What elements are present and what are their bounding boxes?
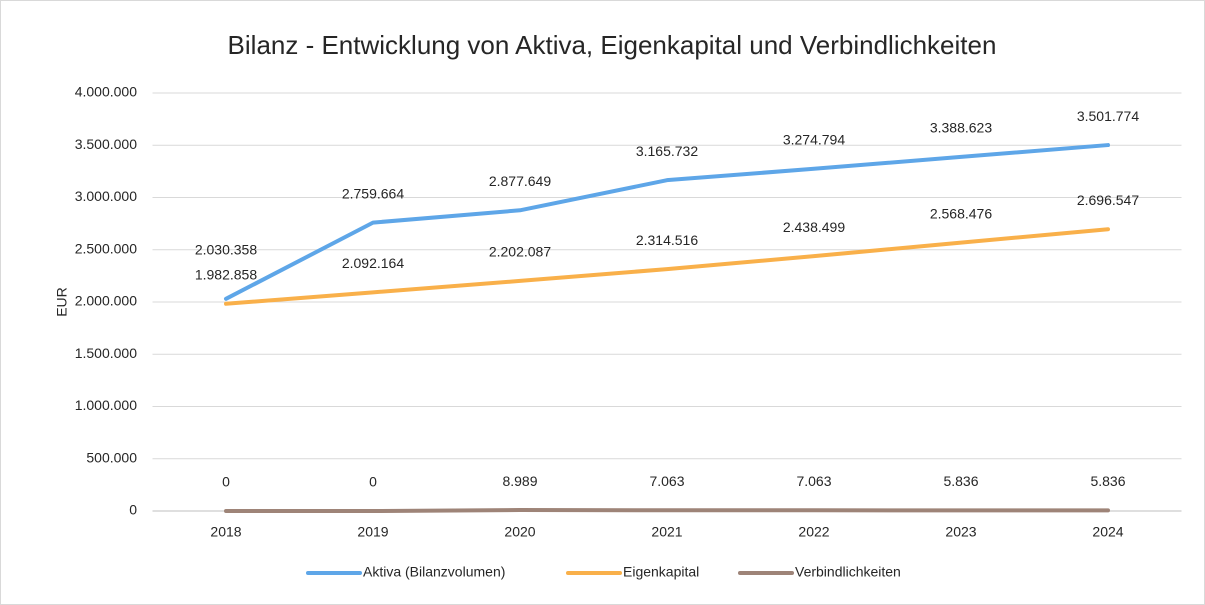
x-tick-label: 2021: [651, 524, 682, 540]
data-label: 2.568.476: [930, 205, 992, 221]
x-tick-label: 2022: [798, 524, 829, 540]
y-tick-label: 1.500.000: [75, 345, 137, 361]
y-tick-label: 2.500.000: [75, 240, 137, 256]
x-tick-label: 2024: [1092, 524, 1123, 540]
data-label: 2.759.664: [342, 185, 404, 201]
x-tick-label: 2023: [945, 524, 976, 540]
data-label: 3.274.794: [783, 131, 845, 147]
series-line: [224, 143, 1110, 301]
data-label: 1.982.858: [195, 266, 257, 282]
y-tick-label: 4.000.000: [75, 84, 137, 100]
legend-label: Verbindlichkeiten: [795, 564, 901, 580]
x-tick-label: 2018: [210, 524, 241, 540]
data-label: 3.388.623: [930, 120, 992, 136]
data-label: 2.202.087: [489, 244, 551, 260]
data-label: 8.989: [502, 473, 537, 489]
data-label: 0: [369, 474, 377, 490]
data-label: 2.314.516: [636, 232, 698, 248]
data-label: 2.438.499: [783, 219, 845, 235]
data-label: 2.030.358: [195, 242, 257, 258]
legend-label: Aktiva (Bilanzvolumen): [363, 564, 505, 580]
series-line: [224, 508, 1110, 513]
y-tick-label: 500.000: [86, 449, 137, 465]
data-label: 2.877.649: [489, 173, 551, 189]
y-tick-label: 3.000.000: [75, 188, 137, 204]
data-label: 3.165.732: [636, 143, 698, 159]
data-label: 7.063: [649, 473, 684, 489]
x-tick-label: 2019: [357, 524, 388, 540]
data-label: 5.836: [1090, 473, 1125, 489]
data-label: 7.063: [796, 473, 831, 489]
legend-label: Eigenkapital: [623, 564, 699, 580]
series-line: [224, 227, 1110, 306]
y-tick-label: 1.000.000: [75, 397, 137, 413]
x-tick-label: 2020: [504, 524, 535, 540]
data-label: 2.696.547: [1077, 192, 1139, 208]
y-tick-label: 3.500.000: [75, 136, 137, 152]
y-axis-label: EUR: [54, 287, 70, 317]
y-tick-label: 0: [129, 502, 137, 518]
data-label: 3.501.774: [1077, 108, 1139, 124]
data-label: 0: [222, 474, 230, 490]
data-label: 2.092.164: [342, 255, 404, 271]
chart-title: Bilanz - Entwicklung von Aktiva, Eigenka…: [228, 30, 997, 60]
data-label: 5.836: [943, 473, 978, 489]
y-tick-label: 2.000.000: [75, 293, 137, 309]
